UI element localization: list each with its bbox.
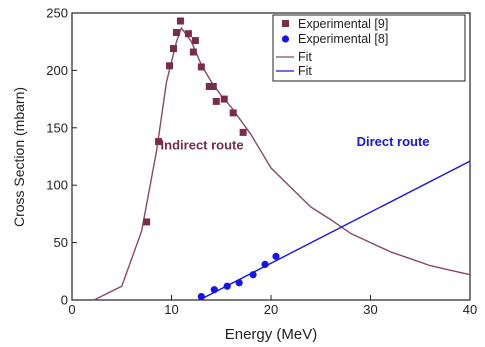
y-tick-label-5: 250 bbox=[46, 6, 68, 21]
point-experimental-8-5 bbox=[261, 260, 269, 269]
x-tick-label-1: 10 bbox=[164, 302, 178, 317]
point-experimental-9-10 bbox=[205, 82, 213, 90]
point-experimental-9-13 bbox=[220, 95, 228, 103]
fit-line-3 bbox=[199, 160, 471, 301]
point-experimental-9-0 bbox=[143, 218, 151, 226]
y-tick-label-0: 0 bbox=[61, 293, 68, 308]
legend-box bbox=[272, 14, 466, 82]
x-tick-label-2: 20 bbox=[264, 302, 278, 317]
point-experimental-8-1 bbox=[210, 286, 218, 294]
legend: Experimental [9] Experimental [8] Fit Fi… bbox=[272, 14, 466, 82]
point-experimental-8-0 bbox=[197, 292, 205, 301]
point-experimental-9-11 bbox=[209, 82, 217, 90]
point-experimental-9-2 bbox=[166, 62, 174, 70]
point-experimental-9-4 bbox=[172, 29, 180, 37]
x-tick-label-0: 0 bbox=[68, 302, 75, 317]
legend-marker-experimental-8 bbox=[281, 35, 290, 43]
legend-marker-experimental-9 bbox=[282, 20, 289, 27]
point-experimental-8-3 bbox=[235, 279, 243, 287]
axis-ticks: 0 10 20 30 40 0 50 100 150 200 250 bbox=[46, 6, 477, 318]
annotations: Indirect route Direct route bbox=[161, 134, 430, 152]
fit-lines bbox=[93, 27, 471, 301]
point-experimental-8-2 bbox=[223, 282, 231, 290]
point-experimental-9-15 bbox=[239, 128, 247, 136]
y-tick-label-1: 50 bbox=[54, 235, 68, 250]
annotation-indirect-route: Indirect route bbox=[161, 138, 244, 153]
x-tick-label-3: 30 bbox=[363, 302, 377, 317]
point-experimental-9-3 bbox=[169, 45, 177, 53]
x-tick-label-4: 40 bbox=[463, 302, 477, 317]
y-tick-label-4: 200 bbox=[46, 63, 68, 78]
fit-line-2 bbox=[93, 27, 471, 301]
point-experimental-9-7 bbox=[189, 48, 197, 56]
point-experimental-9-8 bbox=[191, 37, 199, 45]
annotation-direct-route: Direct route bbox=[357, 134, 430, 149]
point-experimental-9-14 bbox=[229, 109, 237, 117]
legend-label-experimental-9: Experimental [9] bbox=[298, 17, 388, 31]
y-axis-label: Cross Section (mbarn) bbox=[11, 87, 27, 227]
point-experimental-9-9 bbox=[197, 63, 205, 71]
point-experimental-9-6 bbox=[184, 30, 192, 38]
x-axis-label: Energy (MeV) bbox=[225, 326, 318, 343]
point-experimental-8-6 bbox=[272, 252, 280, 260]
legend-label-experimental-8: Experimental [8] bbox=[298, 32, 388, 46]
point-experimental-9-12 bbox=[212, 97, 220, 105]
data-points bbox=[143, 17, 280, 301]
legend-label-fit-direct: Fit bbox=[298, 64, 312, 78]
y-tick-label-3: 150 bbox=[46, 120, 68, 135]
point-experimental-9-5 bbox=[176, 17, 184, 25]
y-tick-label-2: 100 bbox=[46, 178, 68, 193]
point-experimental-9-1 bbox=[155, 138, 163, 146]
legend-label-fit-indirect: Fit bbox=[298, 50, 312, 64]
point-experimental-8-4 bbox=[249, 271, 257, 279]
